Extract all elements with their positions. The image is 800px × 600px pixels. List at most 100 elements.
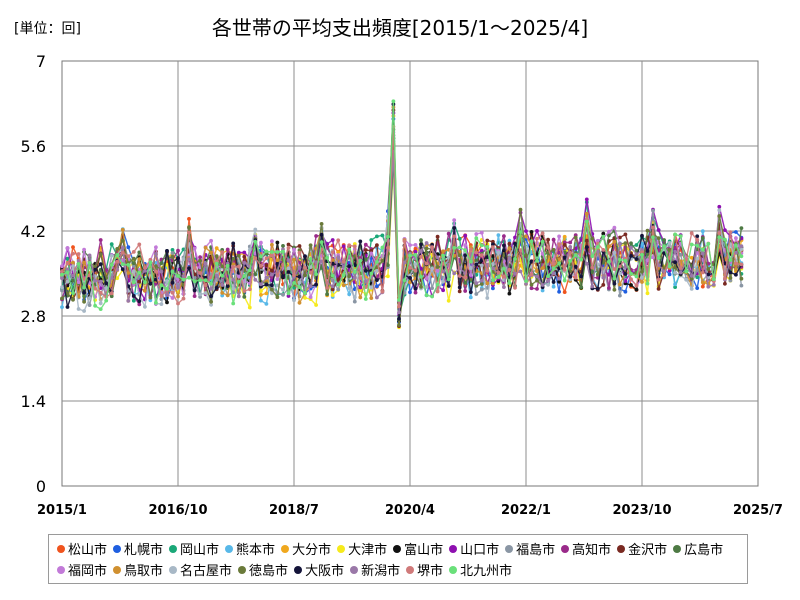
data-point xyxy=(297,250,302,255)
data-point xyxy=(247,272,252,277)
data-point xyxy=(143,269,147,273)
data-point xyxy=(474,232,479,236)
data-point xyxy=(656,277,661,282)
data-point xyxy=(540,251,545,256)
y-tick-label: 1.4 xyxy=(21,392,46,411)
data-point xyxy=(231,286,236,291)
data-point xyxy=(281,244,285,248)
data-point xyxy=(253,239,258,244)
data-point xyxy=(673,265,677,270)
data-point xyxy=(711,277,716,282)
data-point xyxy=(634,283,639,288)
data-point xyxy=(131,269,136,274)
data-point xyxy=(375,234,379,239)
data-point xyxy=(220,293,225,298)
data-point xyxy=(292,257,296,262)
data-point xyxy=(98,252,103,257)
data-point xyxy=(264,256,269,261)
data-point xyxy=(590,236,595,241)
data-point xyxy=(137,279,142,284)
series-line xyxy=(61,104,743,319)
data-point xyxy=(502,243,506,248)
data-point xyxy=(540,266,545,270)
legend-label: 徳島市 xyxy=(249,564,289,579)
data-point xyxy=(192,279,197,284)
data-point xyxy=(474,236,479,241)
data-point xyxy=(402,239,407,244)
data-point xyxy=(336,277,341,282)
data-point xyxy=(264,263,269,268)
data-point xyxy=(419,266,423,271)
data-point xyxy=(723,276,727,281)
data-point xyxy=(308,257,313,261)
data-point xyxy=(734,261,738,266)
data-point xyxy=(491,266,495,271)
data-point xyxy=(369,271,374,276)
series-北九州市 xyxy=(60,99,744,311)
data-point xyxy=(590,270,595,274)
data-point xyxy=(645,258,650,263)
y-tick-label: 4.2 xyxy=(21,222,46,241)
data-point xyxy=(336,238,341,243)
data-point xyxy=(573,275,578,280)
data-point xyxy=(468,277,473,282)
data-point xyxy=(131,250,136,254)
data-point xyxy=(513,257,517,261)
data-point xyxy=(463,275,468,280)
data-point xyxy=(98,262,103,266)
data-point xyxy=(667,241,672,245)
data-point xyxy=(281,274,285,278)
data-point xyxy=(496,275,501,279)
data-point xyxy=(259,257,263,261)
legend-item: 札幌市 xyxy=(113,538,163,559)
data-point xyxy=(700,270,705,275)
data-point xyxy=(154,281,158,286)
data-point xyxy=(408,253,412,258)
x-tick-label: 2023/10 xyxy=(612,503,671,518)
data-point xyxy=(65,267,70,272)
data-point xyxy=(645,291,650,296)
legend-marker xyxy=(225,544,234,553)
data-point xyxy=(165,293,169,297)
data-point xyxy=(225,284,230,288)
data-point xyxy=(154,264,158,268)
legend-label: 堺市 xyxy=(417,564,444,579)
data-point xyxy=(303,254,307,258)
data-point xyxy=(700,247,705,252)
data-point xyxy=(640,233,644,238)
data-point xyxy=(551,266,556,271)
data-point xyxy=(181,274,186,279)
data-point xyxy=(623,232,628,237)
legend-marker xyxy=(350,565,359,574)
data-point xyxy=(358,276,363,281)
data-point xyxy=(159,294,164,298)
data-point xyxy=(104,298,109,303)
data-point xyxy=(463,289,468,293)
data-point xyxy=(341,244,346,249)
data-point xyxy=(209,238,214,243)
data-point xyxy=(551,261,556,266)
data-point xyxy=(408,243,412,248)
data-point xyxy=(717,231,722,236)
data-point xyxy=(711,283,716,287)
data-point xyxy=(441,249,445,254)
data-point xyxy=(612,267,617,271)
y-tick-label: 7 xyxy=(36,52,46,71)
legend-marker xyxy=(337,544,346,553)
data-point xyxy=(485,296,490,300)
data-point xyxy=(247,305,252,310)
y-axis: 0 1.4 2.8 4.2 5.6 7 xyxy=(21,52,46,496)
series-layer xyxy=(60,99,744,330)
data-point xyxy=(507,256,512,260)
data-point xyxy=(408,280,412,285)
data-point xyxy=(380,245,385,250)
data-point xyxy=(209,294,214,299)
data-point xyxy=(656,228,661,232)
data-point xyxy=(176,294,180,299)
data-point xyxy=(126,271,131,275)
legend-item: 高知市 xyxy=(561,538,611,559)
data-point xyxy=(60,305,64,309)
data-point xyxy=(131,280,136,285)
data-point xyxy=(634,257,639,261)
data-point xyxy=(491,239,495,244)
